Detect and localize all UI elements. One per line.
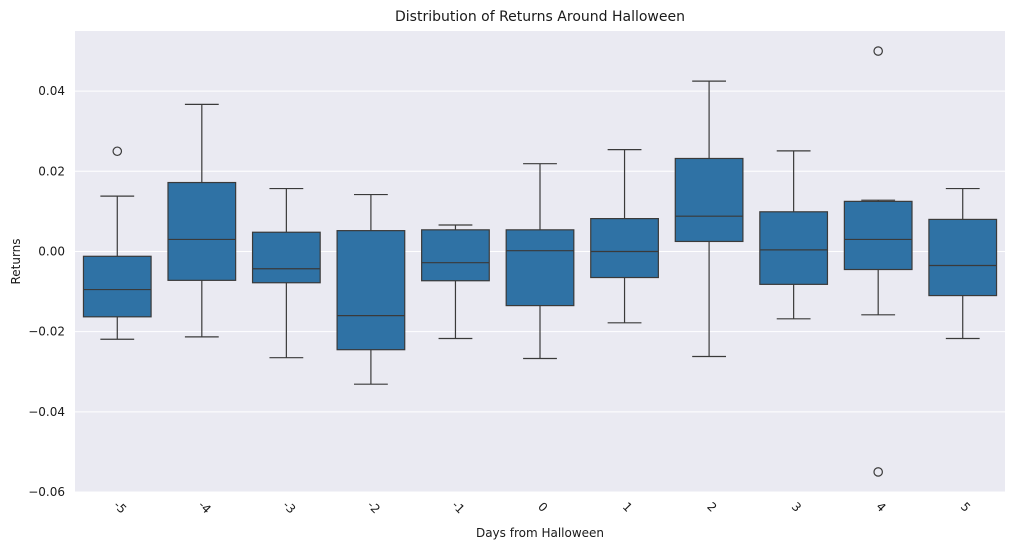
x-tick-label: -5 xyxy=(111,498,129,516)
x-tick-label: 3 xyxy=(789,500,804,515)
iqr-box xyxy=(928,218,998,297)
x-axis-ticks: -5 -4 -3 -2 -1 0 1 2 3 4 5 xyxy=(111,498,973,516)
iqr-box xyxy=(251,231,321,284)
y-tick-label: −0.06 xyxy=(28,485,65,499)
box--3 xyxy=(251,187,321,359)
y-tick-label: 0.04 xyxy=(38,84,65,98)
box-5 xyxy=(928,187,998,340)
y-tick-label: −0.02 xyxy=(28,325,65,339)
y-axis-ticks: −0.06 −0.04 −0.02 0.00 0.02 0.04 xyxy=(28,84,65,499)
x-tick-label: -4 xyxy=(195,498,213,516)
iqr-box xyxy=(421,229,490,282)
outlier-point xyxy=(873,467,883,477)
iqr-box xyxy=(167,181,237,281)
x-tick-label: -3 xyxy=(280,498,298,516)
box--1 xyxy=(421,224,490,340)
box-2 xyxy=(674,80,744,358)
x-tick-label: -2 xyxy=(365,498,383,516)
iqr-box xyxy=(336,230,406,351)
iqr-box xyxy=(843,200,913,271)
box--4 xyxy=(167,103,237,338)
y-tick-label: −0.04 xyxy=(28,405,65,419)
y-tick-label: 0.02 xyxy=(38,164,65,178)
y-axis-label: Returns xyxy=(9,238,23,284)
box--5 xyxy=(82,146,152,340)
chart-title: Distribution of Returns Around Halloween xyxy=(395,9,685,25)
box-1 xyxy=(590,149,659,324)
iqr-box xyxy=(82,255,152,318)
y-tick-label: 0.00 xyxy=(38,244,65,258)
box-0 xyxy=(505,163,575,360)
x-tick-label: 2 xyxy=(704,500,719,515)
x-tick-label: 4 xyxy=(873,500,888,515)
x-tick-label: 0 xyxy=(535,500,550,515)
iqr-box xyxy=(590,218,659,279)
x-tick-label: 5 xyxy=(958,500,973,515)
outlier-point xyxy=(873,46,883,56)
x-tick-label: 1 xyxy=(620,500,635,515)
box-4 xyxy=(843,46,913,477)
outlier-point xyxy=(112,146,123,157)
x-axis-label: Days from Halloween xyxy=(476,526,604,540)
box-3 xyxy=(759,150,829,320)
box--2 xyxy=(336,193,406,385)
iqr-box xyxy=(759,211,829,285)
iqr-box xyxy=(674,157,744,243)
box-series xyxy=(82,46,998,477)
x-tick-label: -1 xyxy=(449,498,467,516)
iqr-box xyxy=(505,229,575,307)
